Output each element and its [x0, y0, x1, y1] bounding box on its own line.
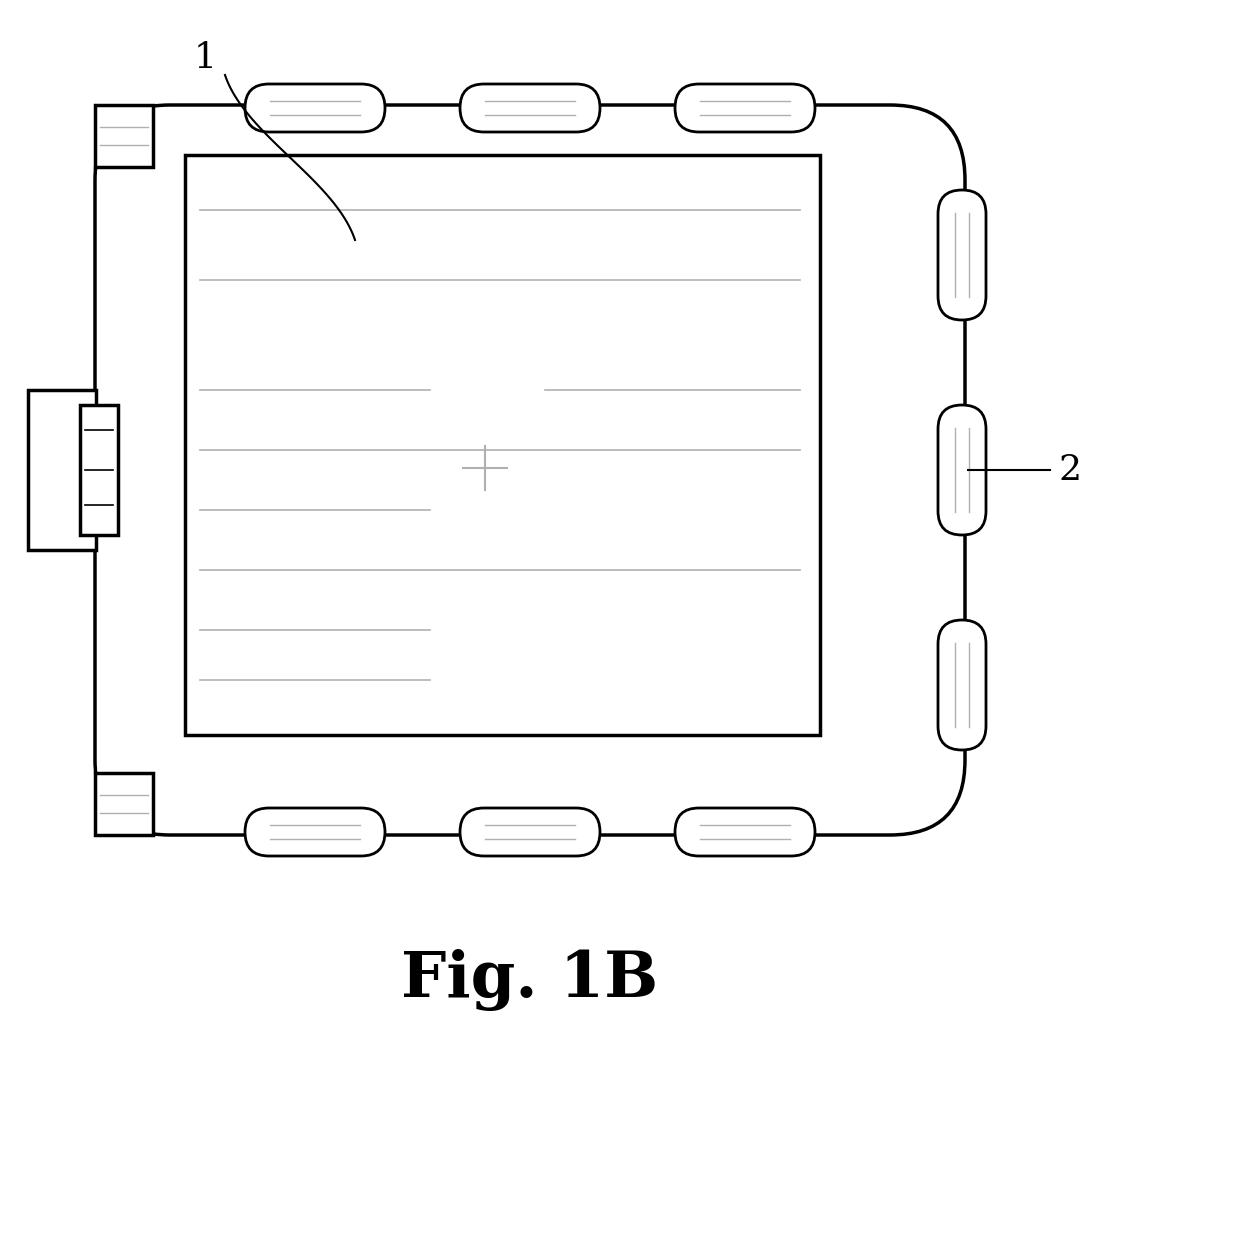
FancyBboxPatch shape — [675, 808, 815, 856]
FancyBboxPatch shape — [937, 405, 986, 534]
Text: Fig. 1B: Fig. 1B — [402, 949, 658, 1011]
FancyBboxPatch shape — [95, 105, 965, 835]
FancyBboxPatch shape — [460, 84, 600, 131]
Text: 1: 1 — [193, 41, 217, 74]
FancyBboxPatch shape — [246, 84, 384, 131]
Bar — [95, 105, 153, 167]
Bar — [29, 391, 95, 551]
FancyBboxPatch shape — [937, 620, 986, 750]
Bar — [185, 155, 820, 735]
FancyBboxPatch shape — [675, 84, 815, 131]
FancyBboxPatch shape — [460, 808, 600, 856]
FancyBboxPatch shape — [246, 808, 384, 856]
FancyBboxPatch shape — [937, 190, 986, 320]
Text: 2: 2 — [1059, 453, 1081, 487]
Bar — [95, 773, 153, 835]
Bar — [81, 405, 118, 534]
